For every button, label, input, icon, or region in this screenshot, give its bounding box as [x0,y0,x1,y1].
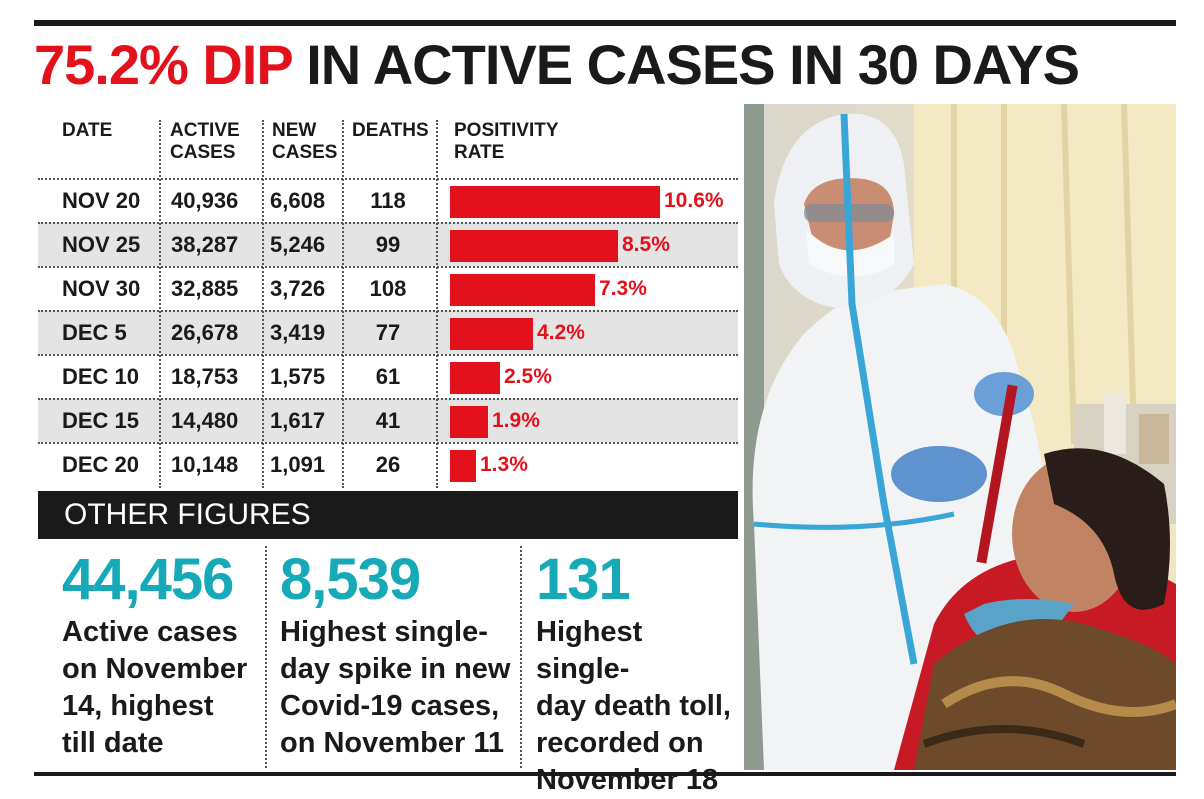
cell-active-cases: 38,287 [171,232,239,257]
positivity-bar [450,450,476,482]
other-figures-title: OTHER FIGURES [38,491,738,539]
header-positivity: POSITIVITY RATE [454,120,559,164]
cell-deaths: 41 [375,408,401,433]
figure-new-spike: 8,539 Highest single- day spike in new C… [280,548,516,768]
cell-active-cases: 14,480 [171,408,239,433]
cell-date: DEC 15 [62,408,140,433]
figure-divider [520,546,522,768]
health-worker-swab-photo [744,104,1176,770]
cell-deaths: 61 [375,364,401,389]
positivity-bar [450,186,660,218]
data-table: DATE ACTIVE CASES NEW CASES DEATHS POSIT… [38,108,738,488]
figure-description: Highest single- day spike in new Covid-1… [280,614,516,762]
figure-line: till date [62,727,164,759]
cell-active-cases: 26,678 [171,320,239,345]
column-divider [262,120,264,488]
header-new: NEW CASES [272,120,337,164]
cell-new-cases: 3,726 [270,276,326,301]
positivity-bar [450,274,595,306]
cell-active-cases: 32,885 [171,276,239,301]
figure-line: November 18 [536,764,719,796]
figure-line: day death toll, [536,690,731,722]
headline: 75.2% DIP IN ACTIVE CASES IN 30 DAYS [34,28,1080,102]
figure-line: Highest single- [536,616,643,685]
positivity-label: 8.5% [622,233,670,256]
positivity-bar [450,318,533,350]
figure-number: 44,456 [62,547,234,612]
cell-active-cases: 10,148 [171,452,239,477]
table-body: NOV 20 40,936 6,608 118 10.6% NOV 25 38,287 5,2… [38,178,738,486]
table-row: DEC 5 26,678 3,419 77 4.2% [38,310,738,354]
table-row: DEC 20 10,148 1,091 26 1.3% [38,442,738,486]
cell-active-cases: 40,936 [171,188,239,213]
figure-line: day spike in new [280,653,511,685]
figure-line: recorded on [536,727,704,759]
positivity-bar [450,406,488,438]
table-header: DATE ACTIVE CASES NEW CASES DEATHS POSIT… [38,108,738,178]
figure-number: 131 [536,547,631,612]
header-date: DATE [62,120,113,141]
figure-line: Highest single- [280,616,488,648]
positivity-bar [450,362,500,394]
cell-deaths: 118 [370,188,406,213]
cell-new-cases: 3,419 [270,320,326,345]
header-new-line2: CASES [272,142,338,163]
bottom-rule [34,772,1176,776]
figure-line: on November [62,653,248,685]
top-rule [34,20,1176,26]
cell-new-cases: 1,617 [270,408,326,433]
column-divider [342,120,344,488]
cell-new-cases: 1,575 [270,364,326,389]
figure-description: Active cases on November 14, highest til… [62,614,262,762]
positivity-label: 1.9% [492,409,540,432]
positivity-label: 7.3% [599,277,647,300]
positivity-label: 4.2% [537,321,585,344]
table-row: NOV 30 32,885 3,726 108 7.3% [38,266,738,310]
cell-date: DEC 20 [62,452,140,477]
figure-number: 8,539 [280,547,421,612]
positivity-label: 2.5% [504,365,552,388]
cell-date: NOV 30 [62,276,141,301]
cell-active-cases: 18,753 [171,364,239,389]
cell-deaths: 26 [375,452,401,477]
header-active-line2: CASES [170,142,236,163]
cell-date: NOV 25 [62,232,141,257]
headline-accent: 75.2% DIP [34,33,293,96]
figure-line: on November 11 [280,727,505,759]
table-row: NOV 20 40,936 6,608 118 10.6% [38,178,738,222]
cell-new-cases: 1,091 [270,452,326,477]
cell-deaths: 99 [375,232,401,257]
cell-deaths: 77 [375,320,401,345]
header-active: ACTIVE CASES [170,120,240,164]
news-photo [744,104,1176,770]
column-divider [436,120,438,488]
figure-line: Active cases [62,616,238,648]
column-divider [159,120,161,488]
figure-active-peak: 44,456 Active cases on November 14, high… [62,548,262,768]
positivity-label: 10.6% [664,189,724,212]
cell-deaths: 108 [369,276,407,301]
figure-line: 14, highest [62,690,214,722]
positivity-bar [450,230,618,262]
figure-line: Covid-19 cases, [280,690,500,722]
cell-new-cases: 6,608 [270,188,326,213]
positivity-label: 1.3% [480,453,528,476]
cell-date: NOV 20 [62,188,141,213]
figure-death-toll: 131 Highest single- day death toll, reco… [536,547,740,797]
table-row: DEC 15 14,480 1,617 41 1.9% [38,398,738,442]
header-new-line1: NEW [272,120,317,141]
table-row: NOV 25 38,287 5,246 99 8.5% [38,222,738,266]
header-active-line1: ACTIVE [170,120,240,141]
cell-date: DEC 10 [62,364,140,389]
headline-rest: IN ACTIVE CASES IN 30 DAYS [291,33,1080,96]
table-row: DEC 10 18,753 1,575 61 2.5% [38,354,738,398]
header-deaths: DEATHS [352,120,429,141]
header-positivity-line1: POSITIVITY [454,120,559,141]
figure-divider [265,546,267,768]
cell-date: DEC 5 [62,320,127,345]
header-positivity-line2: RATE [454,142,505,163]
cell-new-cases: 5,246 [270,232,326,257]
